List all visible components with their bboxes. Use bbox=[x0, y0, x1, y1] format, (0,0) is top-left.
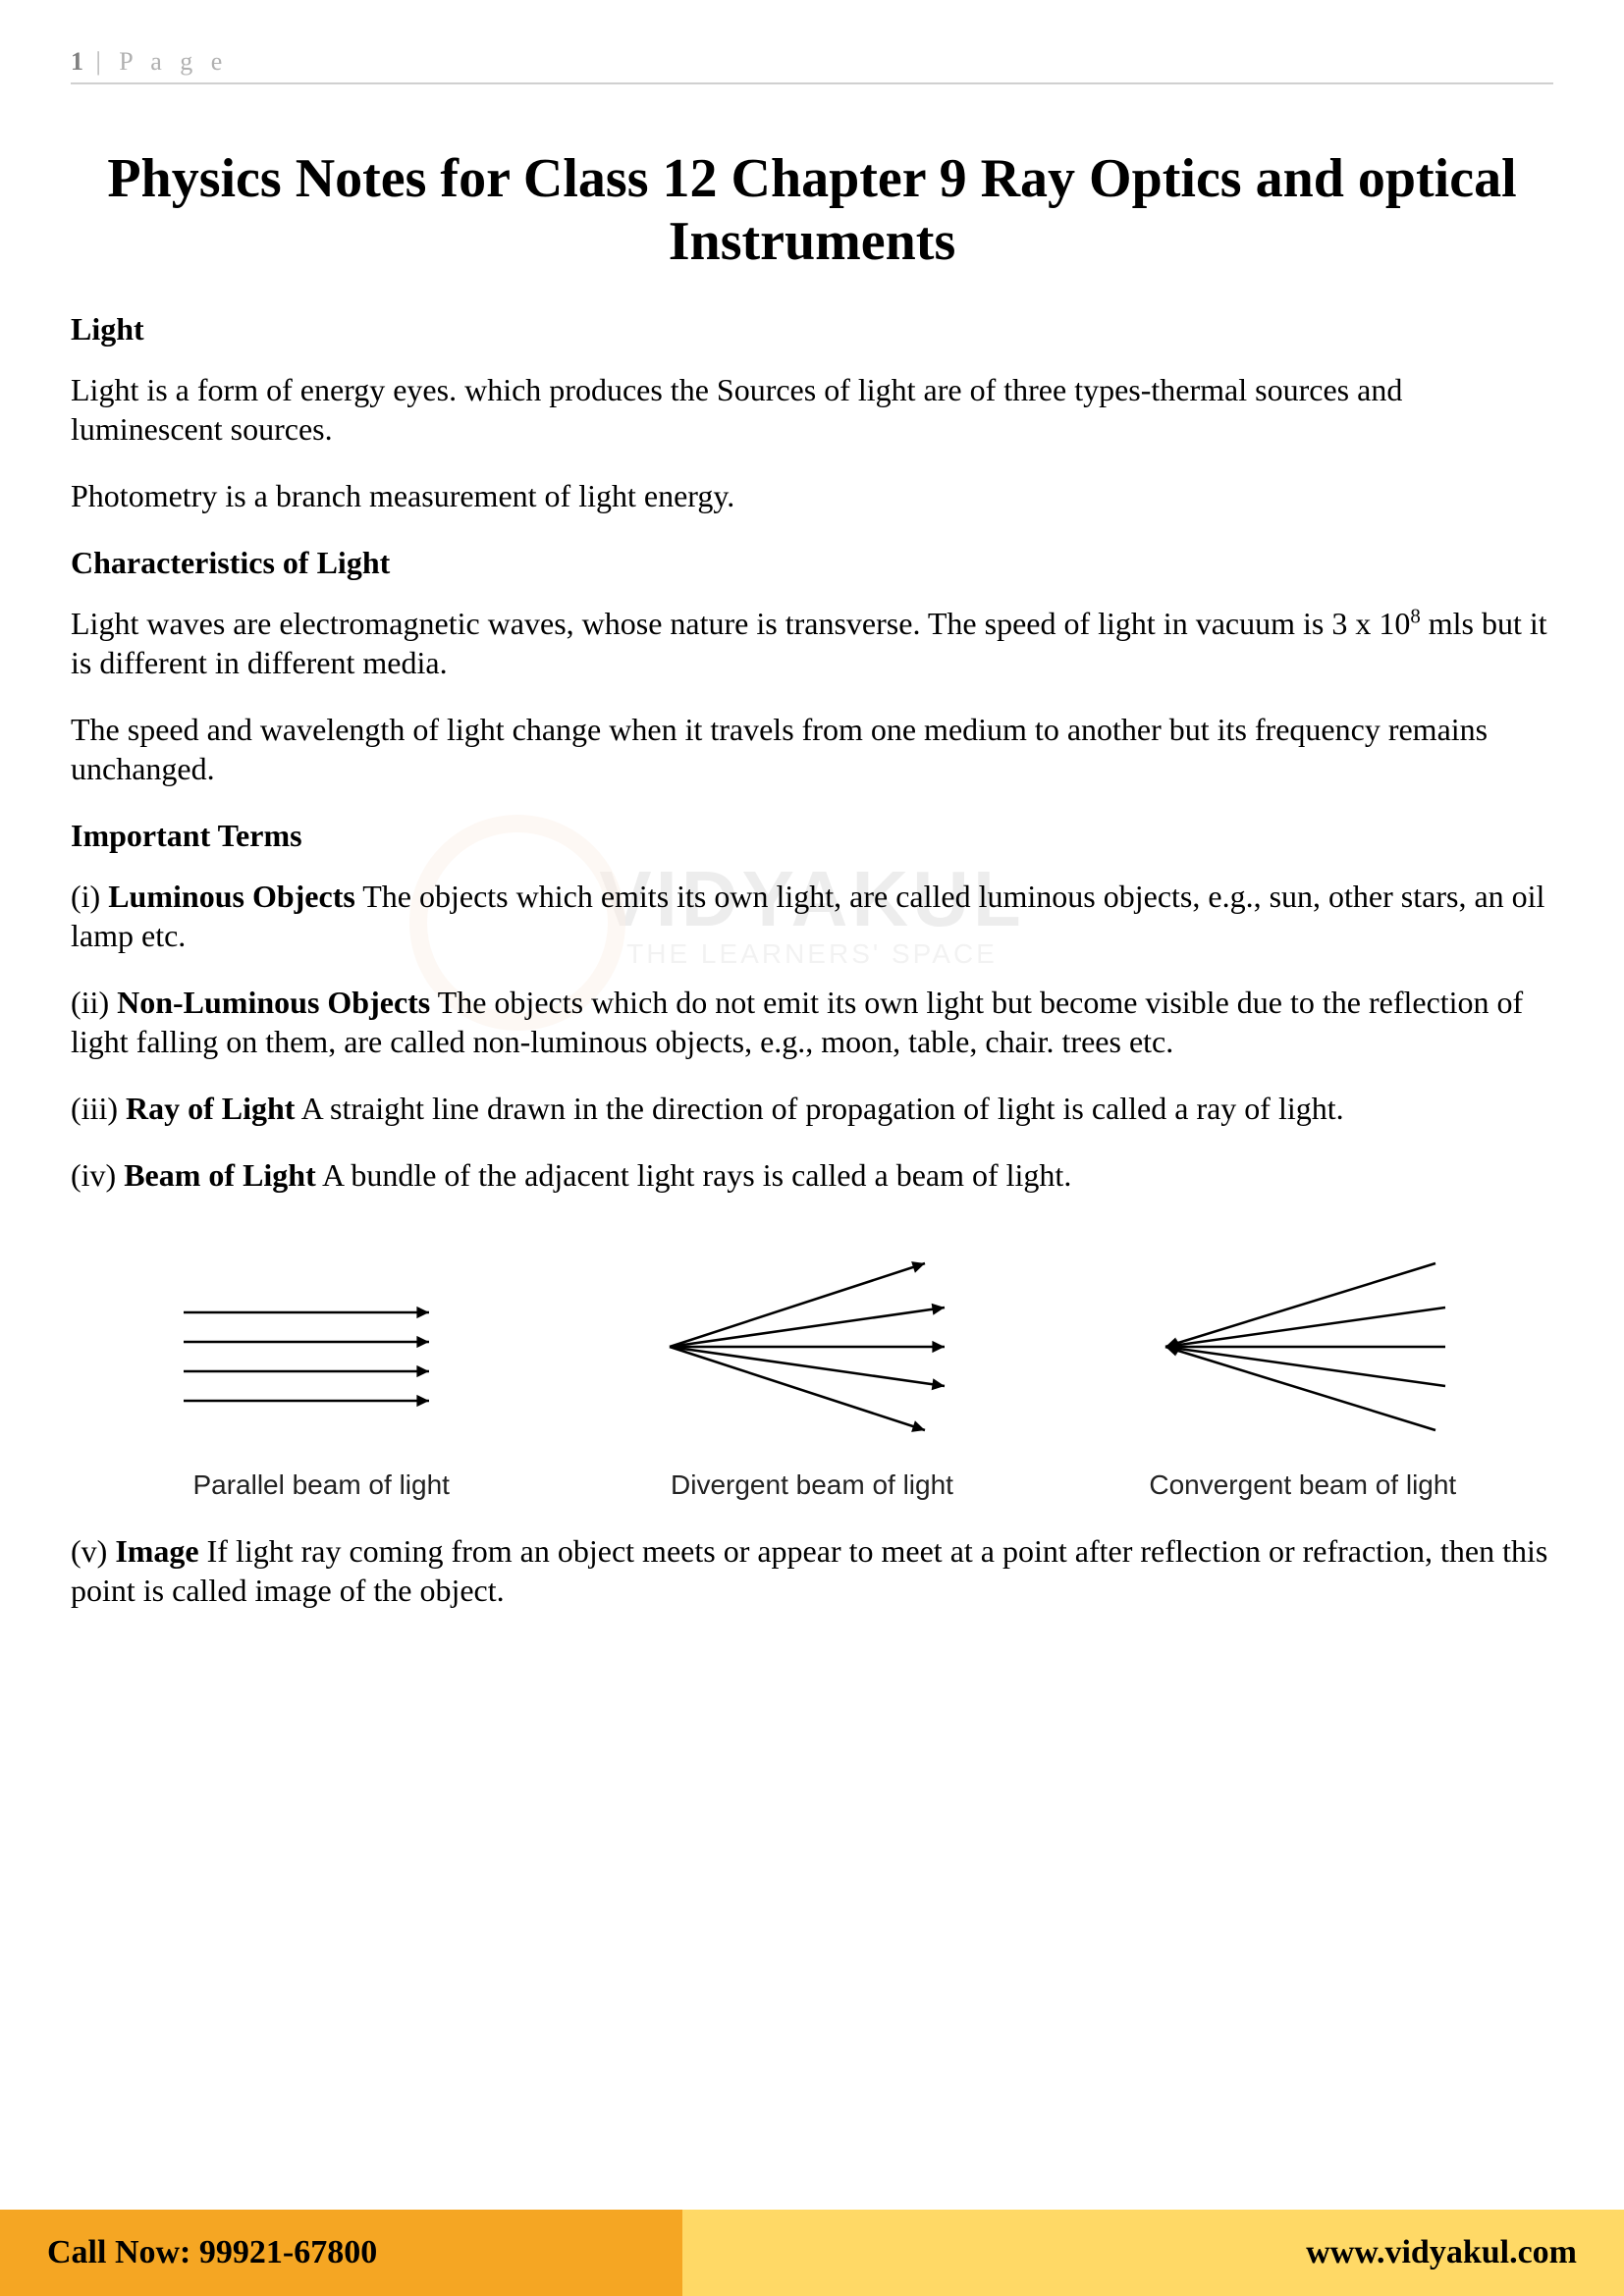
page-header: 1 | P a g e bbox=[71, 47, 1553, 84]
parallel-beam-diagram bbox=[174, 1283, 468, 1450]
term-5-body: If light ray coming from an object meets… bbox=[71, 1533, 1547, 1608]
footer-bar: Call Now: 99921-67800 www.vidyakul.com bbox=[0, 2210, 1624, 2296]
divergent-beam-col: Divergent beam of light bbox=[581, 1254, 1043, 1502]
term-4: (iv) Beam of Light A bundle of the adjac… bbox=[71, 1155, 1553, 1195]
term-3-label: Ray of Light bbox=[126, 1091, 295, 1126]
parallel-beam-col: Parallel beam of light bbox=[90, 1283, 552, 1502]
term-1-pre: (i) bbox=[71, 879, 108, 914]
term-1-label: Luminous Objects bbox=[108, 879, 355, 914]
content: Physics Notes for Class 12 Chapter 9 Ray… bbox=[71, 128, 1553, 1637]
page-title: Physics Notes for Class 12 Chapter 9 Ray… bbox=[71, 147, 1553, 274]
divergent-beam-diagram bbox=[650, 1254, 974, 1450]
section-head-terms: Important Terms bbox=[71, 816, 1553, 855]
section-head-light: Light bbox=[71, 309, 1553, 348]
term-4-body: A bundle of the adjacent light rays is c… bbox=[316, 1157, 1072, 1193]
convergent-beam-caption: Convergent beam of light bbox=[1149, 1468, 1456, 1502]
characteristics-paragraph-1: Light waves are electromagnetic waves, w… bbox=[71, 604, 1553, 682]
footer-call: Call Now: 99921-67800 bbox=[0, 2210, 682, 2296]
term-5-label: Image bbox=[115, 1533, 198, 1569]
beam-diagrams: Parallel beam of light Divergent beam of… bbox=[71, 1254, 1553, 1502]
page-label: | P a g e bbox=[83, 47, 228, 76]
characteristics-paragraph-2: The speed and wavelength of light change… bbox=[71, 710, 1553, 788]
term-3: (iii) Ray of Light A straight line drawn… bbox=[71, 1089, 1553, 1128]
divergent-beam-caption: Divergent beam of light bbox=[671, 1468, 953, 1502]
light-paragraph-1: Light is a form of energy eyes. which pr… bbox=[71, 370, 1553, 449]
footer-site: www.vidyakul.com bbox=[682, 2210, 1624, 2296]
convergent-beam-col: Convergent beam of light bbox=[1072, 1254, 1534, 1502]
term-5-pre: (v) bbox=[71, 1533, 115, 1569]
term-5: (v) Image If light ray coming from an ob… bbox=[71, 1531, 1553, 1610]
char-p1-sup: 8 bbox=[1410, 605, 1420, 627]
light-paragraph-2: Photometry is a branch measurement of li… bbox=[71, 476, 1553, 515]
term-2-label: Non-Luminous Objects bbox=[117, 985, 430, 1020]
term-2: (ii) Non-Luminous Objects The objects wh… bbox=[71, 983, 1553, 1061]
term-4-label: Beam of Light bbox=[124, 1157, 316, 1193]
parallel-beam-caption: Parallel beam of light bbox=[192, 1468, 449, 1502]
term-3-pre: (iii) bbox=[71, 1091, 126, 1126]
convergent-beam-diagram bbox=[1141, 1254, 1465, 1450]
term-3-body: A straight line drawn in the direction o… bbox=[295, 1091, 1343, 1126]
term-2-pre: (ii) bbox=[71, 985, 117, 1020]
page-number: 1 bbox=[71, 47, 83, 76]
term-4-pre: (iv) bbox=[71, 1157, 124, 1193]
term-1: (i) Luminous Objects The objects which e… bbox=[71, 877, 1553, 955]
char-p1-a: Light waves are electromagnetic waves, w… bbox=[71, 606, 1410, 641]
section-head-characteristics: Characteristics of Light bbox=[71, 543, 1553, 582]
